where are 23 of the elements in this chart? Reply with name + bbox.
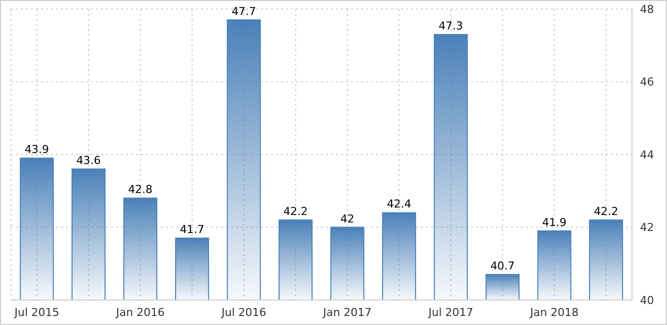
y-tick-label: 44 — [640, 148, 654, 162]
x-tick-label: Jul 2017 — [427, 306, 474, 319]
data-label: 43.9 — [24, 143, 50, 156]
y-tick-label: 42 — [640, 221, 654, 234]
data-label: 42.2 — [594, 204, 618, 218]
data-label: 42.2 — [283, 204, 308, 218]
data-label: 47.3 — [438, 19, 464, 32]
data-label: 42.8 — [128, 183, 153, 196]
data-label: 41.7 — [180, 223, 204, 236]
x-tick-label: Jul 2015 — [13, 306, 60, 319]
data-label: 42 — [340, 212, 354, 226]
y-tick-label: 40 — [640, 294, 654, 307]
x-tick-label: Jul 2016 — [220, 306, 266, 319]
data-label: 43.6 — [76, 154, 101, 168]
x-tick-label: Jan 2018 — [529, 306, 579, 319]
y-tick-label: 46 — [640, 76, 654, 89]
data-label: 40.7 — [490, 260, 515, 273]
x-tick-label: Jan 2017 — [322, 306, 372, 319]
y-tick-label: 48 — [640, 2, 654, 16]
data-label: 47.7 — [232, 4, 256, 18]
x-tick-label: Jan 2016 — [115, 306, 165, 319]
data-label: 41.9 — [542, 216, 567, 229]
data-label: 42.4 — [386, 198, 412, 211]
